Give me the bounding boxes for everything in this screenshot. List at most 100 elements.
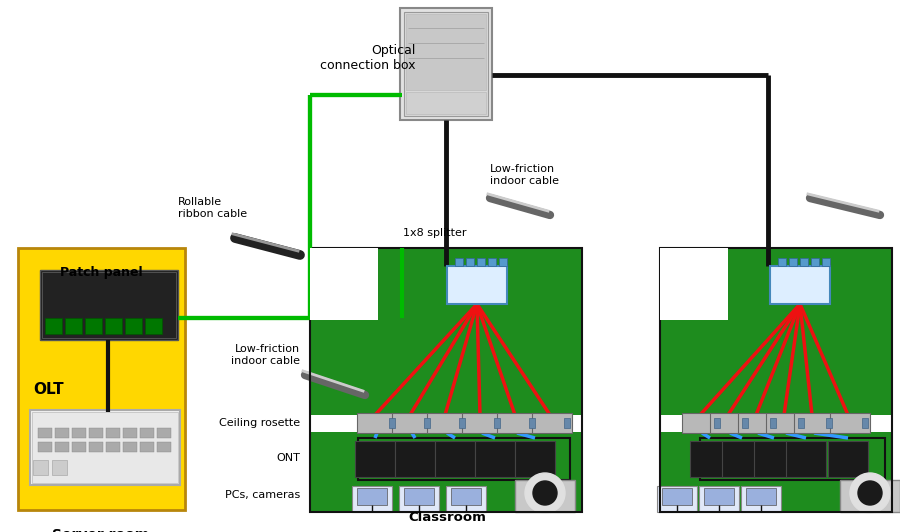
Bar (789, 258, 797, 266)
Bar (404, 12, 488, 116)
Bar (123, 442, 137, 452)
Circle shape (525, 473, 565, 513)
Bar (811, 258, 819, 266)
Bar (794, 413, 834, 433)
Bar (800, 258, 808, 266)
Text: Ceiling rosette: Ceiling rosette (219, 418, 300, 428)
Bar (406, 14, 486, 90)
Bar (786, 441, 826, 477)
Bar (352, 486, 392, 512)
Circle shape (533, 481, 557, 505)
Bar (145, 318, 162, 334)
Bar (451, 488, 481, 505)
Bar (446, 486, 486, 512)
Bar (106, 442, 120, 452)
Bar (499, 258, 507, 266)
Bar (406, 92, 486, 114)
Bar (515, 480, 575, 512)
Bar (738, 413, 778, 433)
Bar (657, 486, 697, 512)
Bar (682, 413, 722, 433)
Bar (310, 248, 582, 512)
Bar (85, 318, 102, 334)
Bar (660, 248, 892, 512)
Bar (310, 415, 582, 432)
Bar (766, 413, 806, 433)
Text: Low-friction
indoor cable: Low-friction indoor cable (231, 344, 300, 366)
Bar (140, 428, 154, 438)
Bar (699, 486, 739, 512)
Bar (399, 486, 439, 512)
Bar (488, 258, 496, 266)
Bar (389, 418, 395, 428)
Bar (497, 413, 537, 433)
Bar (828, 441, 868, 477)
Bar (515, 441, 555, 477)
Bar (424, 418, 430, 428)
Bar (55, 428, 69, 438)
Bar (660, 248, 728, 320)
Bar (357, 488, 387, 505)
Bar (714, 418, 720, 428)
Bar (38, 442, 52, 452)
Bar (310, 248, 378, 320)
Text: Rollable
ribbon cable: Rollable ribbon cable (178, 197, 248, 219)
Bar (33, 460, 48, 475)
Bar (18, 248, 185, 510)
Text: 1x8 splitter: 1x8 splitter (403, 228, 467, 238)
Bar (742, 418, 748, 428)
Bar (690, 441, 730, 477)
Bar (704, 488, 734, 505)
Bar (660, 415, 892, 432)
Bar (355, 441, 395, 477)
Bar (830, 413, 870, 433)
Bar (106, 428, 120, 438)
Bar (404, 488, 434, 505)
Bar (459, 418, 465, 428)
Bar (32, 412, 178, 483)
Bar (754, 441, 794, 477)
Circle shape (850, 473, 890, 513)
Bar (358, 438, 570, 480)
Bar (140, 442, 154, 452)
Bar (427, 413, 467, 433)
Bar (840, 480, 900, 512)
Text: Server room: Server room (52, 528, 149, 532)
Bar (700, 438, 885, 480)
Bar (435, 441, 475, 477)
Circle shape (858, 481, 882, 505)
Bar (400, 8, 492, 120)
Bar (310, 248, 582, 512)
Bar (392, 413, 432, 433)
Bar (660, 248, 728, 320)
Bar (89, 428, 103, 438)
Bar (55, 442, 69, 452)
Bar (462, 413, 502, 433)
Bar (125, 318, 142, 334)
Bar (395, 441, 435, 477)
Bar (770, 266, 830, 304)
Bar (477, 258, 485, 266)
Text: Classroom: Classroom (408, 511, 486, 524)
Bar (564, 418, 570, 428)
Bar (710, 413, 750, 433)
Text: Optical
connection box: Optical connection box (320, 44, 416, 72)
Bar (529, 418, 535, 428)
Bar (45, 318, 62, 334)
Bar (447, 266, 507, 304)
Bar (89, 442, 103, 452)
Bar (746, 488, 776, 505)
Bar (826, 418, 832, 428)
Bar (455, 258, 463, 266)
Text: PCs, cameras: PCs, cameras (225, 490, 300, 500)
Bar (157, 428, 171, 438)
Bar (157, 442, 171, 452)
Bar (532, 413, 572, 433)
Bar (475, 441, 515, 477)
Bar (798, 418, 804, 428)
Bar (778, 258, 786, 266)
Bar (310, 248, 378, 320)
Bar (72, 442, 86, 452)
Text: ONT: ONT (276, 453, 300, 463)
Text: Patch panel: Patch panel (59, 266, 142, 279)
